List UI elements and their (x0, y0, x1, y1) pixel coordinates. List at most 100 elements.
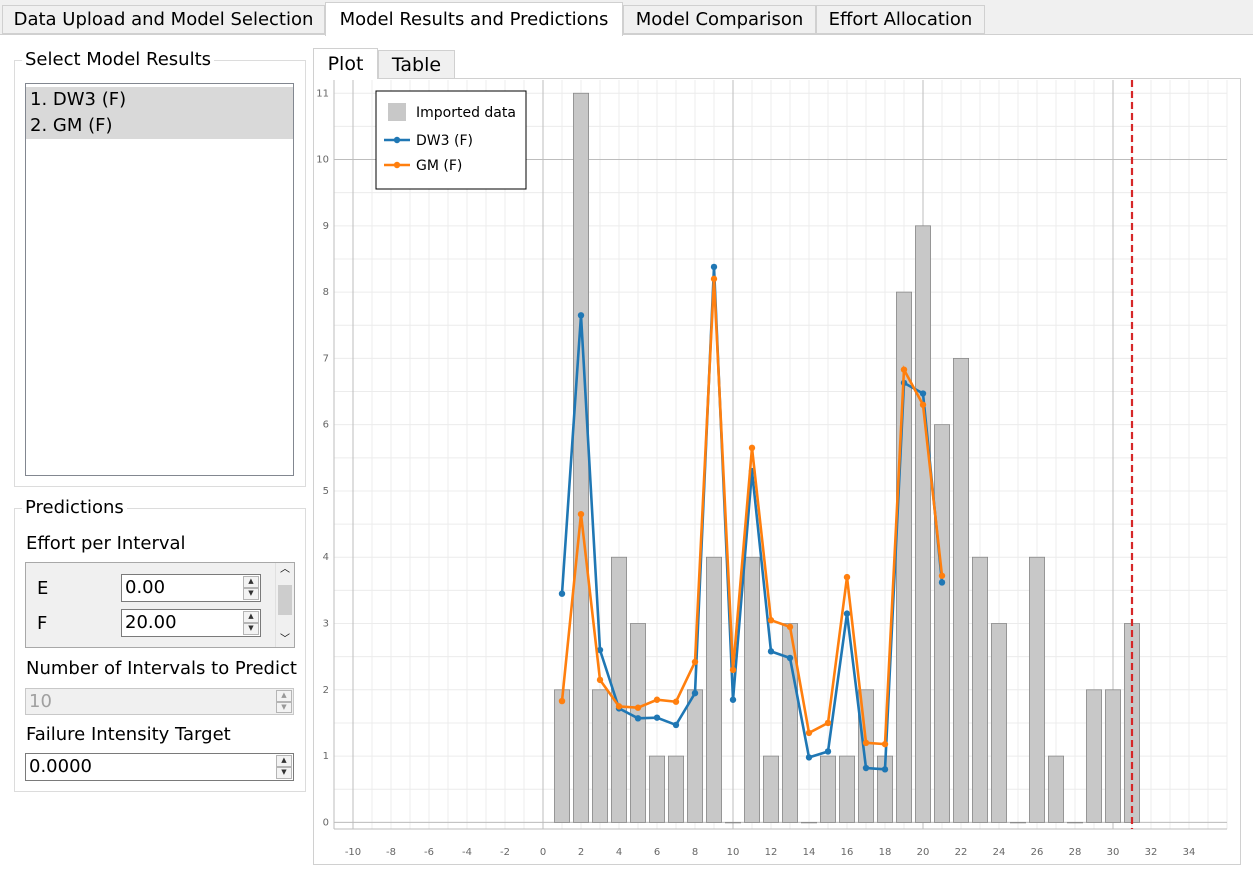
bar (1010, 821, 1027, 824)
y-tick-label: 8 (323, 287, 329, 298)
spin-down-icon[interactable]: ▼ (243, 588, 259, 600)
bar (934, 424, 951, 823)
bar (1086, 689, 1103, 823)
effort-e-input[interactable]: 0.00 ▲ ▼ (121, 574, 261, 602)
data-point (691, 689, 699, 697)
list-item[interactable]: 2. GM (F) (26, 113, 293, 139)
spin-up-icon[interactable]: ▲ (276, 690, 292, 702)
effort-scrollbar[interactable]: ︿ ﹀ (275, 563, 294, 647)
bar (572, 92, 589, 823)
y-tick-label: 7 (323, 353, 329, 364)
spin-down-icon[interactable]: ▼ (276, 767, 292, 779)
x-tick-label: -2 (500, 847, 510, 858)
bar (1048, 755, 1065, 823)
bar (591, 689, 608, 823)
scroll-down-icon[interactable]: ﹀ (280, 634, 290, 645)
x-tick-label: -4 (462, 847, 472, 858)
x-tick-label: 6 (654, 847, 660, 858)
y-tick-label: 3 (323, 619, 329, 630)
legend-swatch-point (393, 136, 401, 144)
spin-up-icon[interactable]: ▲ (243, 576, 259, 588)
bar (953, 357, 970, 823)
x-tick-label: -6 (424, 847, 434, 858)
effort-per-interval-label: Effort per Interval (26, 533, 186, 554)
list-item[interactable]: 1. DW3 (F) (26, 87, 293, 113)
y-tick-label: 4 (323, 552, 329, 563)
target-input[interactable]: 0.0000 ▲ ▼ (25, 753, 294, 781)
effort-table: E 0.00 ▲ ▼ F 20.00 ▲ ▼ ︿ ﹀ (25, 562, 295, 648)
effort-f-input[interactable]: 20.00 ▲ ▼ (121, 609, 261, 637)
data-point (938, 572, 946, 579)
plot-panel: -10 -8 -6 -4 -2 0 2 4 6 8 10 12 14 16 18 20 22 24 26 28 30 32… (313, 78, 1241, 865)
select-model-results-title: Select Model Results (22, 49, 215, 71)
data-point (634, 704, 642, 711)
tab-effort-allocation[interactable]: Effort Allocation (816, 5, 985, 34)
data-point (710, 275, 718, 283)
chart: -10 -8 -6 -4 -2 0 2 4 6 8 10 12 14 16 18 20 22 24 26 28 30 32… (316, 80, 1228, 858)
tab-data-upload[interactable]: Data Upload and Model Selection (2, 5, 325, 34)
x-tick-label: 28 (1069, 847, 1082, 858)
spin-up-icon[interactable]: ▲ (276, 755, 292, 767)
data-point (558, 697, 566, 705)
scroll-thumb[interactable] (278, 585, 292, 615)
bar (858, 689, 875, 823)
y-tick-label: 0 (323, 817, 329, 828)
data-point (805, 754, 813, 761)
x-tick-label: 2 (578, 847, 584, 858)
data-point (748, 444, 756, 452)
x-tick-label: 12 (765, 847, 778, 858)
x-tick-label: 22 (955, 847, 968, 858)
y-tick-label: 11 (316, 88, 329, 99)
data-point (767, 648, 775, 655)
bar (800, 821, 817, 824)
x-tick-label: 26 (1031, 847, 1044, 858)
spin-down-icon[interactable]: ▼ (276, 701, 292, 713)
data-point (596, 676, 604, 684)
x-tick-label: 4 (616, 847, 622, 858)
spin-up-icon[interactable]: ▲ (243, 611, 259, 623)
effort-e-value: 0.00 (125, 577, 166, 598)
data-point (672, 721, 680, 729)
x-tick-label: 16 (841, 847, 854, 858)
tab-model-comparison[interactable]: Model Comparison (623, 5, 816, 34)
data-point (881, 766, 889, 773)
y-tick-label: 5 (323, 486, 329, 497)
legend-swatch-bar (388, 103, 406, 121)
data-point (881, 740, 889, 748)
model-results-list[interactable]: 1. DW3 (F) 2. GM (F) (25, 83, 294, 476)
tab-model-results[interactable]: Model Results and Predictions (325, 2, 623, 36)
main-tab-bar: Data Upload and Model Selection Model Re… (0, 0, 1253, 36)
data-point (938, 579, 946, 586)
subtab-plot[interactable]: Plot (313, 48, 378, 79)
subtab-table[interactable]: Table (378, 50, 455, 80)
data-point (577, 312, 585, 319)
data-point (729, 666, 737, 674)
data-point (843, 610, 851, 617)
spin-down-icon[interactable]: ▼ (243, 623, 259, 635)
scroll-up-icon[interactable]: ︿ (280, 564, 290, 575)
bar (1105, 689, 1122, 823)
data-point (672, 698, 680, 705)
intervals-value: 10 (29, 691, 52, 712)
bar (819, 755, 836, 823)
y-tick-label: 6 (323, 420, 329, 431)
legend-entry: DW3 (F) (416, 133, 473, 149)
x-tick-label: 14 (803, 847, 816, 858)
bar (1067, 821, 1084, 824)
effort-f-value: 20.00 (125, 612, 177, 633)
effort-e-label: E (37, 578, 49, 599)
data-point (786, 623, 794, 631)
target-value: 0.0000 (29, 756, 92, 777)
x-tick-label: 30 (1107, 847, 1120, 858)
legend-entry: GM (F) (416, 158, 462, 174)
x-tick-label: 34 (1183, 847, 1196, 858)
effort-f-label: F (37, 613, 48, 634)
x-tick-label: 10 (727, 847, 740, 858)
bar (686, 689, 703, 823)
intervals-input[interactable]: 10 ▲ ▼ (25, 688, 294, 715)
bar (915, 225, 932, 823)
y-tick-label: 1 (323, 751, 329, 762)
bar (629, 623, 646, 823)
bar (610, 556, 627, 823)
data-point (786, 654, 794, 662)
